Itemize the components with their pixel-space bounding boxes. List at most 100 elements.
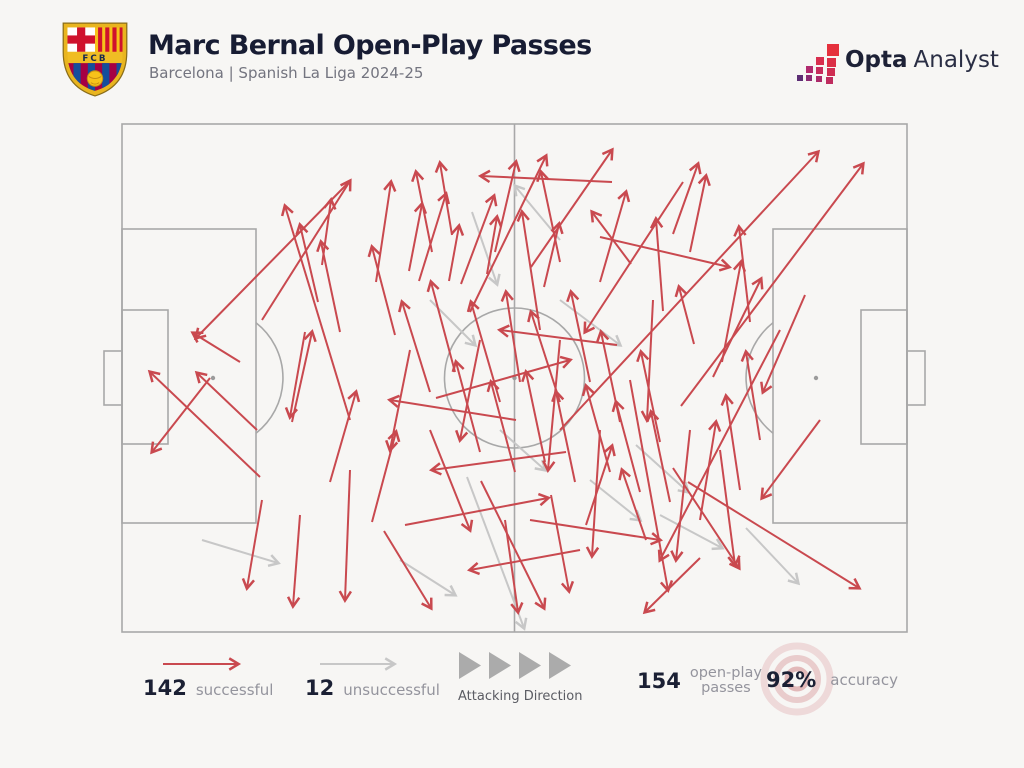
successful-pass-arrow [720, 392, 741, 491]
successful-pass-arrow [670, 429, 691, 564]
successful-pass-arrow [559, 149, 821, 431]
total-passes-label-line1: open-play [689, 665, 762, 681]
brand-name-regular: Analyst [913, 47, 999, 73]
successful-pass-arrow [486, 379, 516, 473]
successful-pass-arrow [733, 223, 751, 323]
successful-pass-arrow [516, 208, 541, 331]
successful-pass-arrow [451, 359, 481, 453]
pitch [103, 123, 926, 633]
successful-pass-arrow [408, 201, 428, 272]
successful-pass-arrow [689, 173, 711, 253]
legend-graphics [163, 642, 834, 716]
pass-arrows [147, 147, 865, 631]
unsuccessful-pass-arrow [499, 429, 548, 473]
successful-pass-arrow [426, 279, 456, 373]
successful-pass-arrow [642, 557, 701, 615]
successful-pass-arrow [466, 549, 581, 576]
successful-pass-arrow [329, 389, 361, 483]
successful-pass-arrow [680, 161, 865, 407]
successful-pass-arrow [398, 299, 431, 393]
total-passes-count: 154 [637, 669, 681, 693]
successful-count: 142 [143, 676, 187, 700]
legend-accuracy: 92% accuracy [766, 668, 898, 692]
unsuccessful-pass-arrow [399, 559, 458, 597]
successful-pass-arrow [550, 494, 575, 595]
successful-pass-arrow [629, 379, 674, 594]
successful-pass-arrow [500, 288, 521, 383]
accuracy-label: accuracy [830, 671, 898, 689]
successful-pass-arrow [583, 181, 684, 335]
unsuccessful-label: unsuccessful [343, 681, 440, 699]
successful-pass-arrow [280, 203, 351, 421]
successful-pass-arrow [338, 469, 353, 604]
successful-pass-arrow [611, 399, 641, 493]
successful-pass-arrow [383, 530, 433, 611]
successful-label: successful [195, 681, 274, 699]
successful-pass-arrow [699, 418, 722, 521]
successful-pass-arrow [712, 276, 764, 378]
successful-pass-arrow [429, 429, 474, 533]
successful-pass-arrow [486, 213, 503, 275]
successful-pass-arrow [460, 193, 498, 285]
total-passes-label-line2: passes [701, 680, 751, 696]
successful-pass-arrow [434, 159, 453, 236]
successful-pass-arrow [618, 467, 647, 541]
successful-pass-arrow [469, 153, 549, 313]
successful-pass-arrow [375, 178, 397, 283]
successful-pass-arrow [599, 189, 631, 283]
successful-pass-arrow [536, 169, 561, 263]
successful-pass-arrow [295, 222, 319, 303]
successful-pass-arrow [504, 519, 524, 616]
bullseye-target-icon [760, 642, 834, 716]
successful-pass-arrow [551, 389, 576, 483]
successful-pass-arrow [529, 519, 664, 546]
successful-pass-arrow [543, 221, 564, 288]
successful-pass-arrow [740, 348, 761, 441]
unsuccessful-pass-arrow [659, 514, 725, 551]
opta-steps-icon [797, 44, 839, 84]
successful-pass-arrow [674, 284, 695, 345]
successful-pass-arrow [284, 331, 306, 421]
successful-pass-arrow [599, 236, 732, 272]
successful-pass-arrow [190, 331, 241, 363]
successful-pass-arrow [521, 369, 546, 463]
unsuccessful-pass-arrow [471, 211, 501, 287]
successful-pass-arrow [371, 429, 401, 523]
unsuccessful-pass-arrow [201, 539, 281, 568]
successful-pass-arrow [435, 355, 573, 399]
page-subtitle: Barcelona | Spanish La Liga 2024-25 [149, 64, 424, 82]
successful-pass-arrow [241, 499, 263, 592]
unsuccessful-pass-arrow [745, 527, 801, 586]
successful-pass-arrow [404, 492, 552, 526]
successful-pass-arrow [719, 449, 741, 569]
successful-pass-arrow [386, 394, 517, 421]
successful-pass-arrow [760, 294, 806, 395]
successful-pass-arrow [496, 324, 618, 346]
successful-pass-arrow [640, 299, 655, 424]
successful-pass-arrow [428, 451, 567, 476]
fc-barcelona-crest-icon: FCB [62, 22, 128, 97]
successful-pass-arrow [542, 339, 561, 474]
attacking-direction-triangles-icon [459, 652, 571, 679]
successful-pass-arrow [448, 222, 465, 282]
successful-pass-arrow [147, 369, 261, 478]
attacking-direction-label: Attacking Direction [458, 689, 583, 704]
brand-logo: Opta Analyst [845, 47, 999, 73]
successful-pass-arrow [411, 169, 433, 253]
successful-pass-arrow [581, 383, 611, 473]
successful-pass-arrow [150, 377, 211, 455]
successful-pass-arrow [687, 481, 862, 590]
successful-pass-arrow [646, 409, 671, 503]
successful-pass-arrow [418, 191, 450, 282]
successful-pass-arrow [636, 349, 661, 443]
successful-pass-arrow [193, 181, 350, 341]
successful-pass-arrow [455, 339, 481, 443]
successful-pass-arrow [494, 159, 521, 253]
total-passes-label: open-play passes [690, 666, 762, 696]
successful-pass-arrow [649, 215, 664, 312]
unsuccessful-count: 12 [305, 676, 335, 700]
svg-text:FCB: FCB [82, 54, 107, 64]
brand-name-bold: Opta [845, 47, 908, 73]
